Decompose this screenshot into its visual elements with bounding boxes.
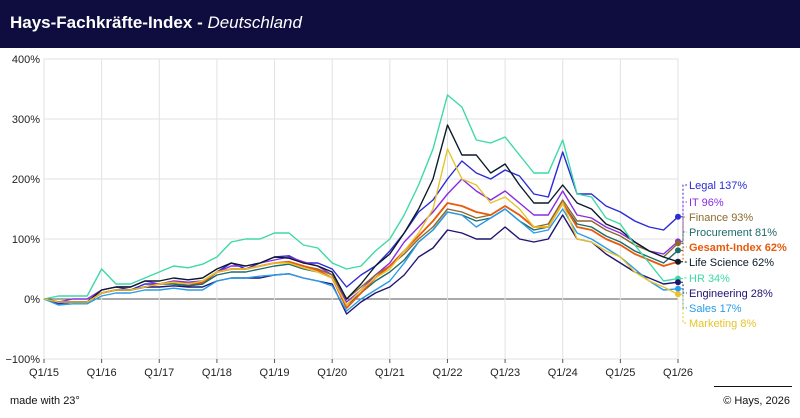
x-tick-label: Q1/25: [605, 367, 635, 379]
y-tick-label: 0%: [24, 294, 40, 306]
title-subtitle: Deutschland: [207, 13, 302, 32]
y-tick-label: 400%: [12, 54, 40, 66]
series-end-label: Legal 137%: [689, 180, 747, 192]
leader-line: [681, 201, 687, 242]
footer-copyright: © Hays, 2026: [723, 395, 790, 407]
chart-title: Hays-Fachkräfte-Index - Deutschland: [10, 13, 302, 33]
leader-line: [681, 184, 687, 218]
line-chart: −100% 0% 100% 200% 300% 400% Q1/15 Q1/16 Q1/17 Q1…: [5, 54, 787, 379]
series-end-label: HR 34%: [689, 273, 730, 285]
series-end-label: Sales 17%: [689, 303, 742, 315]
x-tick-label: Q1/18: [202, 367, 232, 379]
x-tick-label: Q1/21: [375, 367, 405, 379]
y-tick-label: 300%: [12, 114, 40, 126]
x-tick-label: Q1/26: [663, 367, 693, 379]
footer-divider: [714, 386, 792, 387]
series-line-life-science: [43, 124, 679, 303]
y-tick-label: −100%: [5, 354, 40, 366]
series-line-gesamt-index: [43, 202, 679, 309]
label-layer: Legal 137% IT 96% Finance 93% Procurement 8…: [681, 180, 787, 330]
leader-line: [681, 281, 687, 294]
x-tick-label: Q1/24: [548, 367, 578, 379]
x-tick-label: Q1/19: [260, 367, 290, 379]
end-point: [675, 279, 681, 286]
series-end-label: Finance 93%: [689, 212, 753, 224]
series-end-label: Life Science 62%: [689, 257, 774, 269]
leader-line: [681, 293, 687, 324]
footer-credit: made with 23°: [10, 395, 80, 407]
x-tick-label: Q1/20: [317, 367, 347, 379]
series-line-marketing: [43, 148, 679, 306]
series-end-label: Gesamt-Index 62%: [689, 242, 787, 254]
title-main: Hays-Fachkräfte-Index: [10, 13, 193, 32]
grid-layer: [43, 58, 679, 360]
series-layer: [43, 94, 681, 315]
series-end-label: Procurement 81%: [689, 227, 777, 239]
x-tick-label: Q1/15: [29, 367, 59, 379]
end-point: [675, 258, 681, 265]
x-tick-label: Q1/23: [490, 367, 520, 379]
series-end-label: Engineering 28%: [689, 288, 773, 300]
end-point: [675, 285, 681, 292]
title-separator: -: [192, 13, 208, 32]
y-tick-label: 200%: [12, 174, 40, 186]
series-line-engineering: [43, 214, 679, 315]
chart-header: Hays-Fachkräfte-Index - Deutschland: [0, 0, 800, 48]
y-tick-label: 100%: [12, 234, 40, 246]
series-line-sales: [43, 208, 679, 312]
axis-layer: −100% 0% 100% 200% 300% 400% Q1/15 Q1/16 Q1/17 Q1…: [5, 54, 693, 379]
series-line-hr: [43, 94, 679, 300]
leader-line: [681, 231, 687, 251]
series-end-label: Marketing 8%: [689, 318, 756, 330]
end-point: [675, 240, 681, 247]
end-point: [675, 247, 681, 254]
x-tick-label: Q1/22: [432, 367, 462, 379]
leader-line: [681, 246, 687, 263]
end-point: [675, 291, 681, 298]
end-point: [675, 213, 681, 220]
leader-line: [681, 288, 687, 309]
leader-line: [681, 216, 687, 244]
x-tick-label: Q1/16: [87, 367, 117, 379]
x-tick-label: Q1/17: [144, 367, 174, 379]
series-end-label: IT 96%: [689, 197, 724, 209]
leader-line: [681, 277, 687, 280]
series-line-legal: [43, 151, 679, 305]
